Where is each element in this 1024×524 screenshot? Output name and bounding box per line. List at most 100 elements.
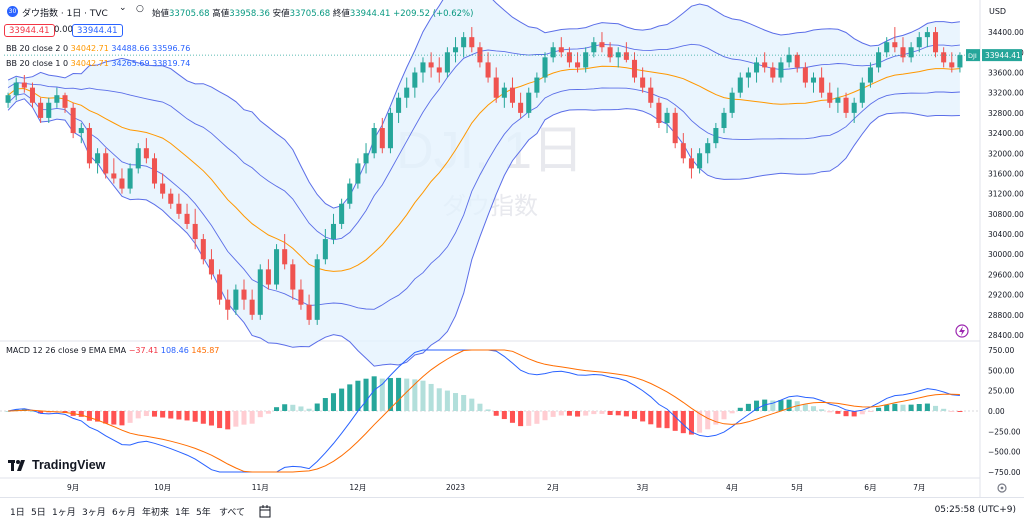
price-axis[interactable]: 34400.0034000.0033600.0033200.0032800.00… [966, 28, 1024, 477]
range-button[interactable]: 3ヶ月 [82, 508, 106, 518]
candle [371, 122, 377, 159]
candle [623, 42, 629, 63]
time-tick-label: 2月 [547, 483, 559, 492]
buy-button[interactable]: 33944.41 [72, 24, 123, 37]
macd-histogram-bar [640, 411, 646, 422]
range-button[interactable]: 1日 [10, 508, 25, 518]
candle [428, 52, 434, 78]
macd-histogram-bar [851, 411, 857, 417]
high-value: 33958.36 [229, 9, 270, 19]
range-button[interactable]: 6ヶ月 [112, 508, 136, 518]
symbol-title[interactable]: ダウ指数 · 1日 · TVC [22, 9, 108, 19]
macd-legend[interactable]: MACD 12 26 close 9 EMA EMA −37.41 108.46… [6, 346, 219, 355]
candle [387, 107, 393, 154]
candle [21, 75, 27, 93]
macd-tick-label: 750.00 [988, 346, 1014, 355]
price-tick-label: 30400.00 [988, 230, 1024, 239]
macd-histogram-bar [526, 411, 532, 426]
macd-histogram-bar [184, 411, 190, 421]
range-button[interactable]: すべて [219, 508, 246, 518]
macd-histogram-bar [176, 411, 182, 420]
macd-histogram-bar [501, 411, 507, 420]
macd-histogram-bar [127, 411, 133, 423]
range-button[interactable]: 5日 [31, 508, 46, 518]
macd-histogram-bar [78, 411, 84, 417]
macd-histogram-bar [257, 411, 263, 418]
candle [412, 67, 418, 98]
macd-histogram-bar [916, 403, 922, 411]
macd-histogram-bar [420, 380, 426, 411]
candle [721, 107, 727, 134]
candle [396, 92, 402, 123]
candle [656, 97, 662, 129]
candle [640, 67, 646, 93]
candle [151, 153, 158, 189]
open-value: 33705.68 [169, 9, 210, 19]
candle [70, 102, 76, 139]
time-axis[interactable]: 9月 10月 11月 12月 2023 2月 3月 4月 5月 6月 7月 [67, 483, 925, 492]
candle [566, 47, 572, 68]
range-button[interactable]: 1年 [175, 508, 190, 518]
macd-histogram-bar [290, 404, 296, 411]
candle [95, 148, 101, 174]
macd-histogram-bar [754, 400, 760, 411]
candle [542, 52, 548, 83]
macd-histogram-bar [810, 406, 817, 411]
bb-upper-1 [7, 43, 960, 241]
bb2-legend[interactable]: BB 20 close 1 0 34042.71 34265.69 33819.… [6, 59, 190, 68]
macd-histogram-bar [949, 411, 955, 412]
macd-histogram-bar [396, 377, 402, 411]
currency-label[interactable]: USD [989, 7, 1007, 16]
macd-histogram-bar [672, 411, 678, 431]
clock[interactable]: 05:25:58 (UTC+9) [934, 505, 1016, 515]
lightning-icon[interactable] [955, 324, 969, 338]
macd-histogram-bar [550, 411, 556, 417]
macd-histogram-bar [867, 411, 873, 412]
candle [949, 52, 955, 73]
sell-button[interactable]: 33944.41 [4, 24, 55, 37]
price-tick-label: 30000.00 [988, 250, 1024, 259]
candle [13, 77, 19, 101]
candle [103, 148, 109, 179]
candle [469, 27, 475, 53]
time-tick-label: 6月 [864, 483, 876, 492]
macd-tick-label: 0.00 [988, 407, 1005, 416]
macd-histogram-bar [786, 399, 792, 411]
candle [290, 259, 296, 300]
macd-histogram-bar [631, 411, 638, 419]
range-button[interactable]: 年初来 [142, 508, 170, 518]
macd-histogram-bar [566, 411, 572, 416]
chevron-down-icon[interactable]: ⌄ [119, 3, 127, 13]
candle [509, 77, 515, 108]
macd-histogram-bar [298, 406, 304, 411]
candle [298, 279, 304, 310]
bb1-lower: 33596.76 [152, 44, 191, 53]
macd-histogram-bar [363, 378, 369, 411]
price-tick-label: 28400.00 [988, 331, 1024, 340]
calendar-range-icon[interactable] [259, 503, 271, 522]
range-button[interactable]: 5年 [196, 508, 211, 518]
macd-histogram-bar [314, 403, 320, 411]
macd-tick-label: 500.00 [988, 366, 1014, 375]
macd-histogram-bar [591, 411, 597, 415]
macd-histogram-bar [713, 411, 719, 425]
range-button[interactable]: 1ヶ月 [52, 508, 76, 518]
macd-histogram-bar [656, 411, 662, 428]
candle [672, 107, 678, 149]
bb1-legend[interactable]: BB 20 close 2 0 34042.71 34488.66 33596.… [6, 44, 190, 53]
macd-histogram-bar [485, 409, 491, 411]
ohlc-readout: 始値33705.68 高値33958.36 安値33705.68 終値33944… [152, 7, 473, 19]
bb-upper-2 [7, 0, 960, 209]
candle [241, 279, 247, 310]
macd-histogram-bar [168, 411, 174, 419]
candle [485, 52, 491, 83]
macd-histogram-bar [705, 411, 711, 430]
low-label: 安値 [272, 9, 290, 19]
candle [745, 67, 751, 88]
candle [558, 37, 564, 58]
candle [810, 72, 817, 93]
price-tick-label: 31600.00 [988, 169, 1024, 178]
time-axis-settings-icon[interactable] [997, 483, 1007, 493]
candle [38, 97, 44, 123]
